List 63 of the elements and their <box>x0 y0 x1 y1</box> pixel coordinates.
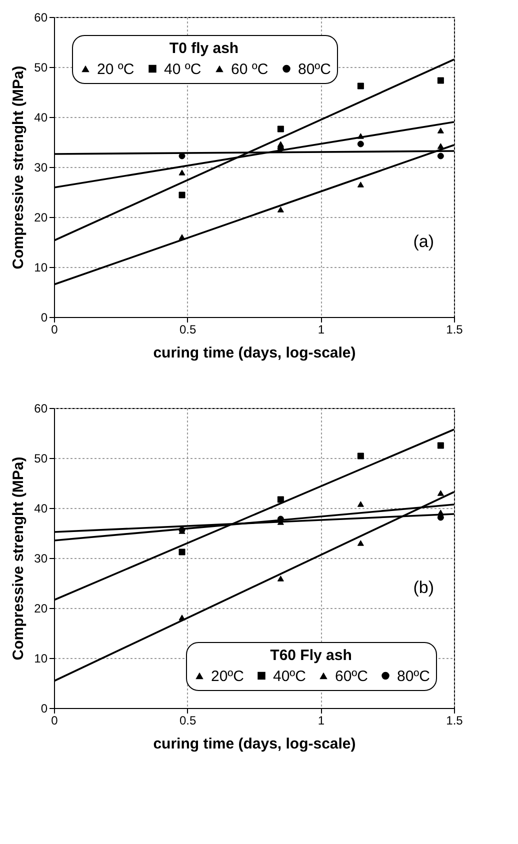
y-tick-label: 30 <box>34 160 48 174</box>
y-tick-label: 20 <box>34 602 48 616</box>
x-tick-label: 0.5 <box>179 714 196 728</box>
x-tick-label: 1.5 <box>446 322 464 336</box>
y-tick-label: 10 <box>34 652 48 666</box>
legend-label: 40 ºC <box>164 60 202 78</box>
point <box>437 128 444 134</box>
legend-label: 60 ºC <box>231 60 268 78</box>
x-axis-title: curing time (days, log-scale) <box>153 344 356 362</box>
y-tick-label: 40 <box>34 502 48 516</box>
y-tick-label: 0 <box>40 702 48 716</box>
point <box>437 514 444 521</box>
legend-label: 20ºC <box>211 668 244 685</box>
y-tick-label: 50 <box>34 452 48 466</box>
point <box>277 496 284 503</box>
point <box>178 548 186 556</box>
y-tick-label: 60 <box>34 402 48 416</box>
legend-label: 80ºC <box>298 60 332 78</box>
point <box>178 234 186 240</box>
point <box>277 206 284 212</box>
y-axis-title: Compressive strenght (MPa) <box>10 66 28 270</box>
x-tick-label: 0.5 <box>179 322 196 336</box>
x-tick-label: 0 <box>51 714 58 728</box>
x-tick-label: 1 <box>318 322 325 336</box>
point <box>277 576 284 582</box>
legend-label: 60ºC <box>335 668 368 685</box>
point <box>178 152 186 160</box>
point <box>357 133 364 139</box>
point <box>178 614 186 620</box>
y-tick-label: 60 <box>34 10 48 24</box>
point <box>437 490 444 496</box>
point <box>178 170 186 176</box>
point <box>357 82 364 90</box>
point <box>437 77 444 84</box>
annotation: (b) <box>413 578 434 597</box>
x-axis-title: curing time (days, log-scale) <box>153 736 356 752</box>
point <box>437 152 444 160</box>
x-tick-label: 1.5 <box>446 714 464 728</box>
legend-title: T60 Fly ash <box>270 647 352 664</box>
point <box>437 143 444 149</box>
point <box>357 452 364 460</box>
point <box>357 501 364 507</box>
y-tick-label: 0 <box>40 310 48 324</box>
legend-label: 40ºC <box>273 668 306 685</box>
y-tick-label: 10 <box>34 260 48 274</box>
y-axis-title: Compressive strenght (MPa) <box>10 456 28 660</box>
point <box>277 126 284 132</box>
legend-title: T0 fly ash <box>169 40 239 57</box>
point <box>437 442 444 449</box>
x-tick-label: 1 <box>318 714 325 728</box>
annotation: (a) <box>413 232 434 251</box>
point <box>437 510 444 516</box>
point <box>357 182 364 188</box>
legend-label: 80ºC <box>397 668 430 685</box>
y-tick-label: 50 <box>34 60 48 74</box>
point <box>357 140 364 148</box>
legend-label: 20 ºC <box>97 60 134 78</box>
y-tick-label: 20 <box>34 210 48 224</box>
point <box>357 540 364 546</box>
y-tick-label: 40 <box>34 110 48 124</box>
y-tick-label: 30 <box>34 552 48 566</box>
point <box>178 192 186 198</box>
x-tick-label: 0 <box>51 322 58 336</box>
